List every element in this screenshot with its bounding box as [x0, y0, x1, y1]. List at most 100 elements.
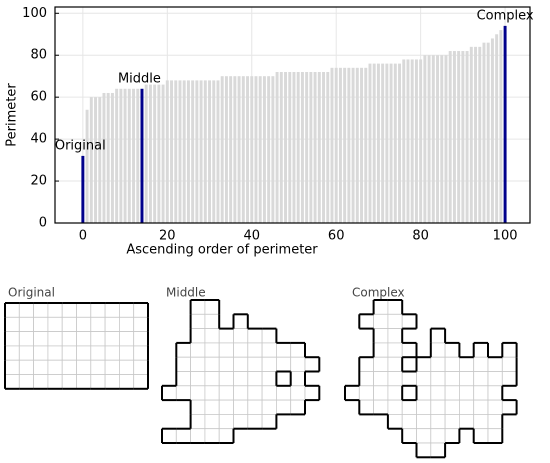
- shape-cell: [373, 328, 389, 344]
- shape-cell: [133, 374, 149, 390]
- bar: [132, 88, 136, 223]
- bar: [360, 67, 364, 223]
- shape-cell: [119, 374, 135, 390]
- shape-cell: [290, 399, 306, 415]
- shape-cell: [61, 345, 77, 361]
- bar: [465, 51, 469, 223]
- bar: [157, 84, 161, 224]
- shape-cell: [275, 399, 292, 415]
- shape-cell: [444, 342, 460, 358]
- y-tick-label: 0: [39, 216, 47, 231]
- bar: [334, 67, 338, 223]
- shape-cell: [47, 302, 63, 318]
- bar: [347, 67, 351, 223]
- shape-cell: [373, 371, 389, 387]
- shape-cell: [290, 385, 306, 401]
- y-tick-label: 80: [30, 48, 47, 63]
- shape-cell: [175, 428, 192, 444]
- shape-cell: [247, 342, 263, 358]
- shape-cell: [387, 371, 403, 387]
- shape-cell: [175, 356, 192, 372]
- shape-cell: [76, 374, 92, 390]
- shape-cell: [204, 356, 220, 372]
- bar: [233, 76, 237, 223]
- shape-cell: [261, 385, 277, 401]
- bar: [191, 80, 195, 223]
- shape-cell: [190, 371, 206, 387]
- shape-cell: [61, 302, 77, 318]
- shape-cell: [47, 374, 63, 390]
- shape-cell: [304, 385, 320, 401]
- bar: [284, 72, 288, 224]
- shape-cell: [4, 374, 20, 390]
- bar: [398, 63, 402, 223]
- bar: [436, 55, 440, 224]
- shape-cell: [401, 413, 417, 430]
- bar: [364, 67, 368, 223]
- shape-cell: [18, 302, 34, 318]
- shape-cell: [430, 371, 446, 387]
- shape-cell: [4, 302, 20, 318]
- bar: [136, 88, 140, 223]
- bar: [203, 80, 207, 223]
- shape-cell: [104, 316, 120, 332]
- shape-cell: [275, 342, 292, 358]
- bar: [330, 67, 334, 223]
- shape-cell: [90, 374, 106, 390]
- shape-cell: [387, 356, 403, 372]
- bar: [89, 97, 93, 223]
- x-tick-label: 80: [412, 229, 429, 244]
- shape-cell: [373, 385, 389, 401]
- shape-cell: [416, 371, 432, 387]
- shape-cell: [430, 413, 446, 430]
- shape-cell: [4, 331, 20, 347]
- shape-cell: [401, 371, 417, 387]
- shape-cell: [430, 385, 446, 401]
- shape-cell: [473, 356, 489, 372]
- shape-cell: [458, 399, 475, 415]
- shape-cell: [430, 428, 446, 444]
- shape-cell: [204, 399, 220, 415]
- shape-cell: [204, 428, 220, 444]
- bar: [469, 46, 473, 223]
- bar: [495, 34, 499, 224]
- shape-cell: [18, 331, 34, 347]
- bar: [343, 67, 347, 223]
- shape-cell: [33, 302, 49, 318]
- shape-cell: [119, 331, 135, 347]
- bar: [220, 76, 224, 223]
- shape-cell: [90, 316, 106, 332]
- shape-cell: [487, 399, 503, 415]
- shape-cell: [444, 371, 460, 387]
- shape-cell: [501, 356, 517, 372]
- shape-cell: [358, 399, 374, 415]
- shape-cell: [261, 371, 277, 387]
- shape-cell: [290, 356, 306, 372]
- shape-cell: [4, 345, 20, 361]
- shape-cell: [487, 413, 503, 430]
- shape-cell: [458, 413, 475, 430]
- shape-cell: [358, 356, 374, 372]
- shape-cell: [387, 342, 403, 358]
- bar: [199, 80, 203, 223]
- shape-label: Middle: [166, 286, 206, 300]
- bar: [241, 76, 245, 223]
- shape-cell: [473, 371, 489, 387]
- shape-cell: [61, 331, 77, 347]
- bar: [478, 46, 482, 223]
- bar: [186, 80, 190, 223]
- shape-label: Original: [8, 286, 55, 300]
- shape-cell: [47, 345, 63, 361]
- bar: [427, 55, 431, 224]
- bar: [305, 72, 309, 224]
- shape-cell: [473, 399, 489, 415]
- shape-cell: [247, 328, 263, 344]
- shape-cell: [261, 342, 277, 358]
- shape-cell: [218, 399, 234, 415]
- bar: [119, 88, 123, 223]
- shape-cell: [487, 356, 503, 372]
- bar: [300, 72, 304, 224]
- shape-cell: [233, 356, 249, 372]
- bar: [237, 76, 241, 223]
- bar: [94, 97, 98, 223]
